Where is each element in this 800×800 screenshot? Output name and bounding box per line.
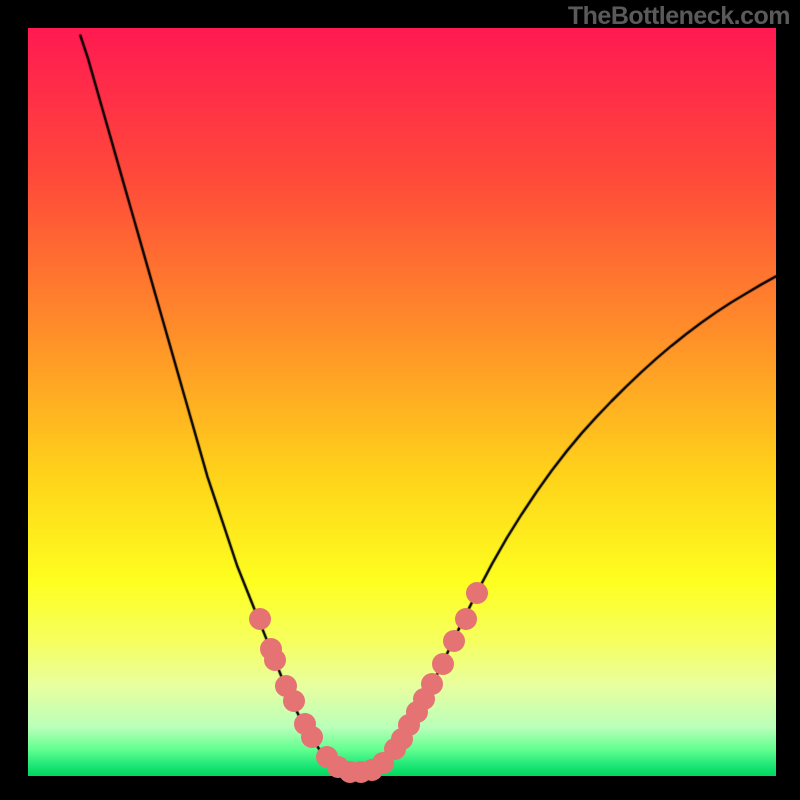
plot-area [28,28,776,776]
outer-frame: TheBottleneck.com [0,0,800,800]
watermark-label: TheBottleneck.com [568,2,790,31]
plot-canvas [28,28,776,776]
